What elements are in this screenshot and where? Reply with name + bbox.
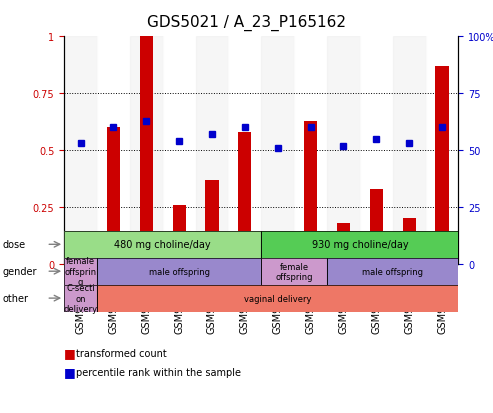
Bar bbox=[238, 133, 251, 264]
Bar bbox=[261, 258, 327, 285]
Bar bbox=[64, 231, 261, 258]
Text: male offspring: male offspring bbox=[362, 267, 423, 276]
Text: C-secti
on
delivery: C-secti on delivery bbox=[64, 284, 98, 313]
Bar bbox=[327, 258, 458, 285]
Bar bbox=[425, 37, 458, 264]
Text: dose: dose bbox=[2, 240, 26, 250]
Bar bbox=[327, 258, 458, 285]
Bar bbox=[261, 231, 458, 258]
Bar bbox=[97, 258, 261, 285]
Bar bbox=[107, 128, 120, 264]
Bar bbox=[206, 180, 218, 264]
Bar bbox=[64, 285, 97, 312]
Bar bbox=[163, 37, 196, 264]
Bar bbox=[97, 258, 261, 285]
Bar bbox=[435, 66, 449, 264]
Bar bbox=[304, 121, 317, 264]
Bar bbox=[74, 237, 87, 264]
Bar bbox=[130, 37, 163, 264]
Bar bbox=[271, 244, 284, 264]
Bar bbox=[370, 189, 383, 264]
Text: ■: ■ bbox=[64, 365, 76, 378]
Text: vaginal delivery: vaginal delivery bbox=[244, 294, 312, 303]
Bar bbox=[64, 37, 97, 264]
Text: transformed count: transformed count bbox=[76, 348, 167, 358]
Bar bbox=[97, 37, 130, 264]
Text: ■: ■ bbox=[64, 347, 76, 360]
Text: gender: gender bbox=[2, 266, 37, 277]
Bar bbox=[294, 37, 327, 264]
Text: 930 mg choline/day: 930 mg choline/day bbox=[312, 240, 408, 250]
Bar bbox=[196, 37, 228, 264]
Text: male offspring: male offspring bbox=[148, 267, 210, 276]
Bar bbox=[228, 37, 261, 264]
Bar bbox=[64, 231, 261, 258]
Bar bbox=[64, 285, 97, 312]
Bar bbox=[261, 37, 294, 264]
Text: female
offsprin
g: female offsprin g bbox=[65, 257, 97, 286]
Bar bbox=[360, 37, 393, 264]
Text: 480 mg choline/day: 480 mg choline/day bbox=[114, 240, 211, 250]
Bar bbox=[337, 223, 350, 264]
Bar bbox=[393, 37, 425, 264]
Bar bbox=[403, 219, 416, 264]
Text: GDS5021 / A_23_P165162: GDS5021 / A_23_P165162 bbox=[147, 14, 346, 31]
Text: other: other bbox=[2, 293, 29, 304]
Text: female
offspring: female offspring bbox=[276, 262, 313, 281]
Bar bbox=[173, 205, 186, 264]
Bar bbox=[261, 231, 458, 258]
Bar bbox=[64, 258, 97, 285]
Bar bbox=[261, 258, 327, 285]
Bar bbox=[140, 37, 153, 264]
Bar bbox=[64, 258, 97, 285]
Bar bbox=[327, 37, 360, 264]
Text: percentile rank within the sample: percentile rank within the sample bbox=[76, 367, 242, 377]
